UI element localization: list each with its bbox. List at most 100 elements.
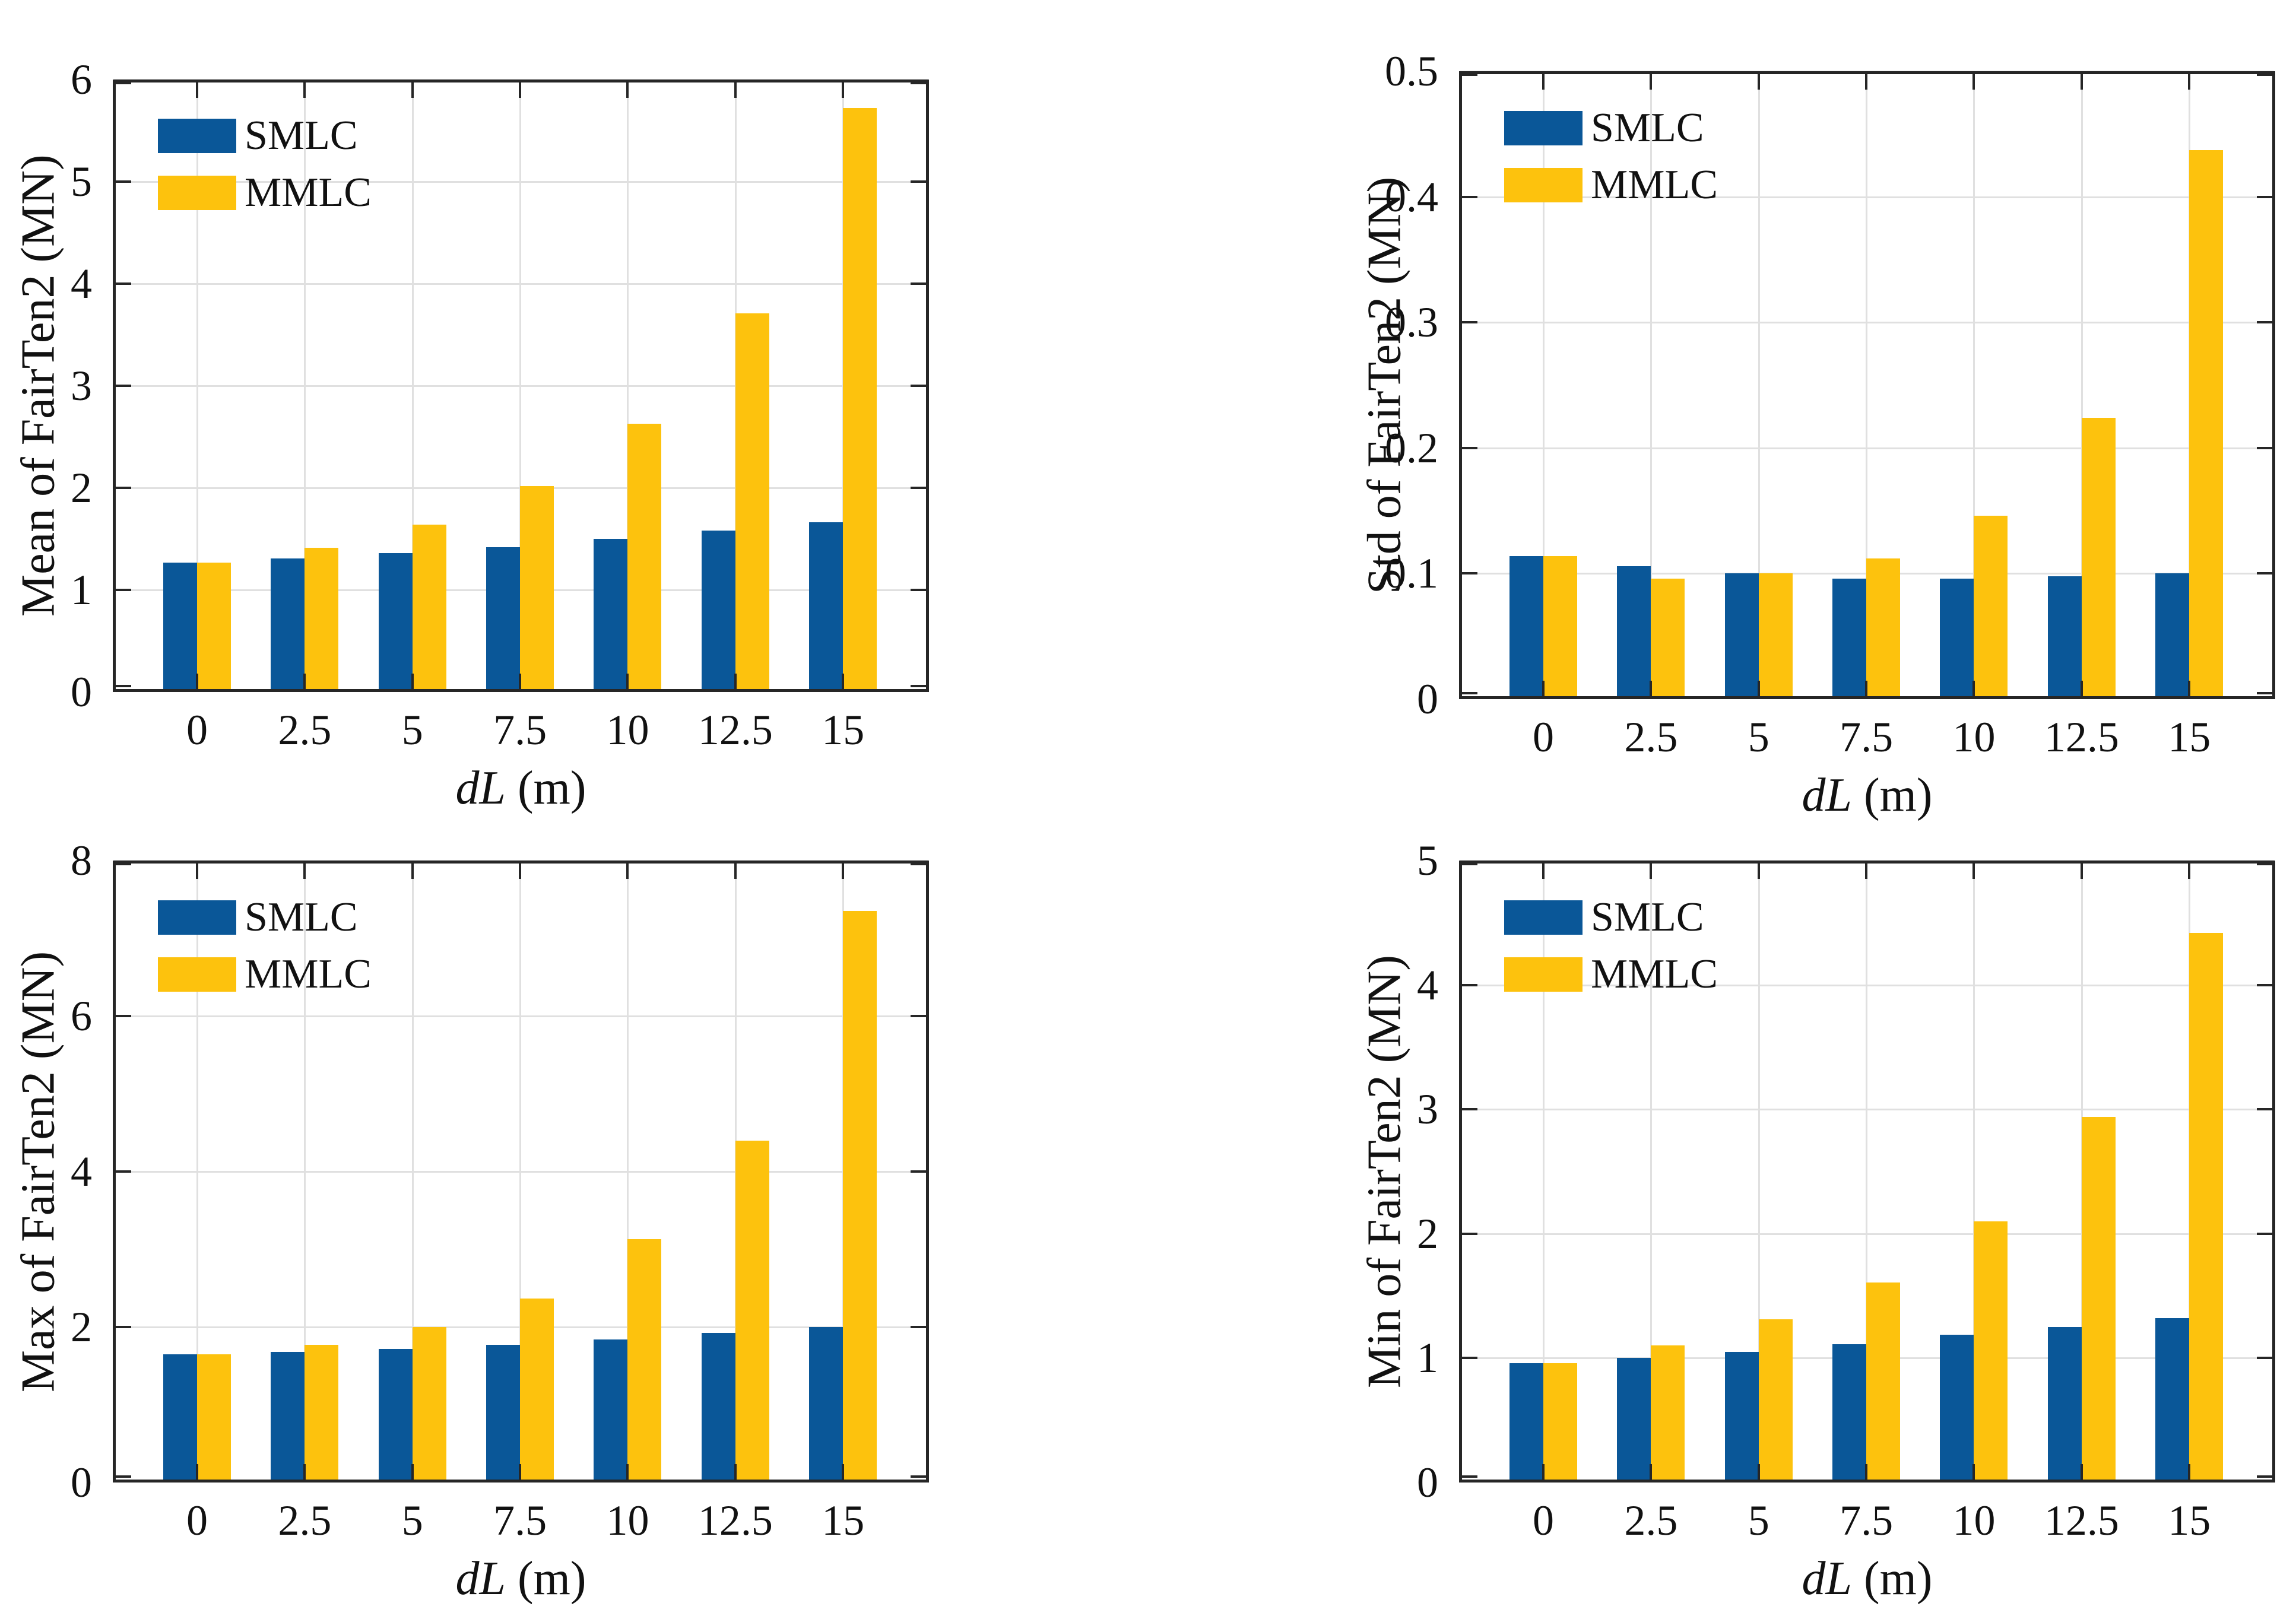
y-tick bbox=[2257, 572, 2272, 575]
x-gridline bbox=[196, 862, 199, 1481]
x-gridline bbox=[1866, 72, 1868, 698]
y-tick-label: 0.1 bbox=[1385, 550, 1438, 598]
y-tick bbox=[2257, 74, 2272, 76]
bar-smlc-dl-0 bbox=[1509, 555, 1544, 697]
y-tick-label: 4 bbox=[1417, 961, 1438, 1009]
bar-mmlc-dl-0 bbox=[197, 562, 231, 690]
bar-mmlc-dl-5 bbox=[412, 1327, 446, 1480]
legend-label-mmlc: MMLC bbox=[245, 170, 372, 215]
legend: SMLC MMLC bbox=[158, 115, 372, 229]
bar-smlc-dl-12.5 bbox=[2047, 1327, 2082, 1480]
x-tick bbox=[519, 864, 522, 879]
legend-swatch-smlc bbox=[1504, 900, 1583, 935]
bar-smlc-dl-10 bbox=[1940, 578, 1974, 697]
bar-smlc-dl-7.5 bbox=[486, 1345, 521, 1480]
x-tick bbox=[1542, 1464, 1545, 1480]
y-tick bbox=[911, 282, 926, 285]
bar-mmlc-dl-12.5 bbox=[735, 313, 769, 690]
x-gridline bbox=[519, 81, 522, 691]
x-gridline bbox=[304, 81, 306, 691]
x-tick bbox=[303, 82, 306, 98]
x-tick bbox=[303, 1464, 306, 1480]
y-tick bbox=[2257, 1232, 2272, 1235]
x-tick-label: 15 bbox=[2168, 713, 2211, 761]
x-tick-label: 2.5 bbox=[1624, 713, 1678, 761]
y-tick bbox=[116, 1475, 131, 1478]
legend-row-smlc: SMLC bbox=[158, 897, 372, 938]
legend-row-mmlc: MMLC bbox=[1504, 954, 1718, 995]
y-tick bbox=[116, 1015, 131, 1017]
x-tick bbox=[1542, 74, 1545, 90]
x-tick-label: 12.5 bbox=[2044, 713, 2119, 761]
x-tick bbox=[196, 864, 199, 879]
y-tick-label: 2 bbox=[71, 464, 92, 512]
x-gridline bbox=[411, 81, 414, 691]
bar-mmlc-dl-15 bbox=[2189, 150, 2224, 697]
x-gridline bbox=[627, 81, 629, 691]
x-tick bbox=[1757, 864, 1760, 879]
x-gridline bbox=[1973, 72, 1975, 698]
x-axis-label: dL (m) bbox=[1459, 1553, 2275, 1605]
x-tick bbox=[519, 82, 522, 98]
x-tick-label: 10 bbox=[1952, 713, 1996, 761]
x-axis-label: dL (m) bbox=[1459, 769, 2275, 821]
x-gridline bbox=[411, 862, 414, 1481]
y-tick-label: 0 bbox=[71, 1459, 92, 1506]
bar-smlc-dl-12.5 bbox=[701, 531, 735, 690]
y-tick bbox=[116, 82, 131, 84]
y-tick-label: 4 bbox=[71, 260, 92, 307]
x-tick bbox=[626, 864, 629, 879]
y-tick bbox=[1462, 983, 1477, 986]
x-tick bbox=[1650, 1464, 1653, 1480]
x-tick-label: 5 bbox=[1748, 1497, 1769, 1544]
x-axis-label-unit: (m) bbox=[1851, 769, 1933, 821]
x-tick-label: 5 bbox=[1748, 713, 1769, 761]
x-tick-label: 10 bbox=[606, 1497, 649, 1544]
x-tick bbox=[1972, 1464, 1975, 1480]
x-tick bbox=[626, 1464, 629, 1480]
bar-mmlc-dl-7.5 bbox=[520, 485, 554, 690]
x-axis-label: dL (m) bbox=[113, 1553, 929, 1605]
x-tick-label: 0 bbox=[1533, 713, 1555, 761]
x-tick bbox=[519, 674, 522, 689]
bar-mmlc-dl-10 bbox=[1974, 1221, 2008, 1480]
x-tick-label: 10 bbox=[606, 706, 649, 754]
y-axis-label: Std of FairTen2 (MN) bbox=[1358, 176, 1411, 594]
bar-smlc-dl-2.5 bbox=[271, 1351, 305, 1480]
bar-smlc-dl-5 bbox=[1724, 573, 1759, 697]
y-tick bbox=[911, 487, 926, 489]
x-tick bbox=[411, 82, 414, 98]
legend-row-smlc: SMLC bbox=[1504, 107, 1718, 149]
y-axis-label: Mean of FairTen2 (MN) bbox=[12, 154, 65, 617]
legend-swatch-mmlc bbox=[1504, 168, 1583, 202]
x-axis-label-variable: dL bbox=[1802, 1553, 1852, 1605]
y-tick-label: 6 bbox=[71, 992, 92, 1040]
x-tick-label: 2.5 bbox=[278, 706, 332, 754]
y-tick bbox=[116, 180, 131, 183]
y-tick bbox=[1462, 321, 1477, 324]
y-tick bbox=[911, 82, 926, 84]
x-gridline bbox=[1650, 862, 1653, 1481]
bar-smlc-dl-5 bbox=[378, 553, 413, 690]
y-tick bbox=[2257, 195, 2272, 198]
y-tick bbox=[2257, 1108, 2272, 1111]
y-tick bbox=[2257, 1357, 2272, 1360]
x-tick-label: 15 bbox=[822, 706, 865, 754]
bar-smlc-dl-5 bbox=[1724, 1351, 1759, 1480]
bar-mmlc-dl-10 bbox=[1974, 516, 2008, 697]
bar-mmlc-dl-2.5 bbox=[305, 1345, 339, 1480]
y-tick bbox=[1462, 692, 1477, 694]
bar-mmlc-dl-12.5 bbox=[2081, 1116, 2116, 1480]
legend-row-mmlc: MMLC bbox=[158, 954, 372, 995]
legend-swatch-smlc bbox=[158, 119, 236, 153]
bar-smlc-dl-12.5 bbox=[701, 1333, 735, 1480]
bar-smlc-dl-10 bbox=[1940, 1334, 1974, 1480]
y-tick-label: 0.3 bbox=[1385, 299, 1438, 347]
y-tick-label: 8 bbox=[71, 837, 92, 884]
bar-mmlc-dl-2.5 bbox=[1651, 578, 1685, 697]
y-tick bbox=[1462, 195, 1477, 198]
x-gridline bbox=[304, 862, 306, 1481]
x-tick-label: 7.5 bbox=[493, 1497, 547, 1544]
x-tick bbox=[1972, 864, 1975, 879]
legend-row-smlc: SMLC bbox=[1504, 897, 1718, 938]
